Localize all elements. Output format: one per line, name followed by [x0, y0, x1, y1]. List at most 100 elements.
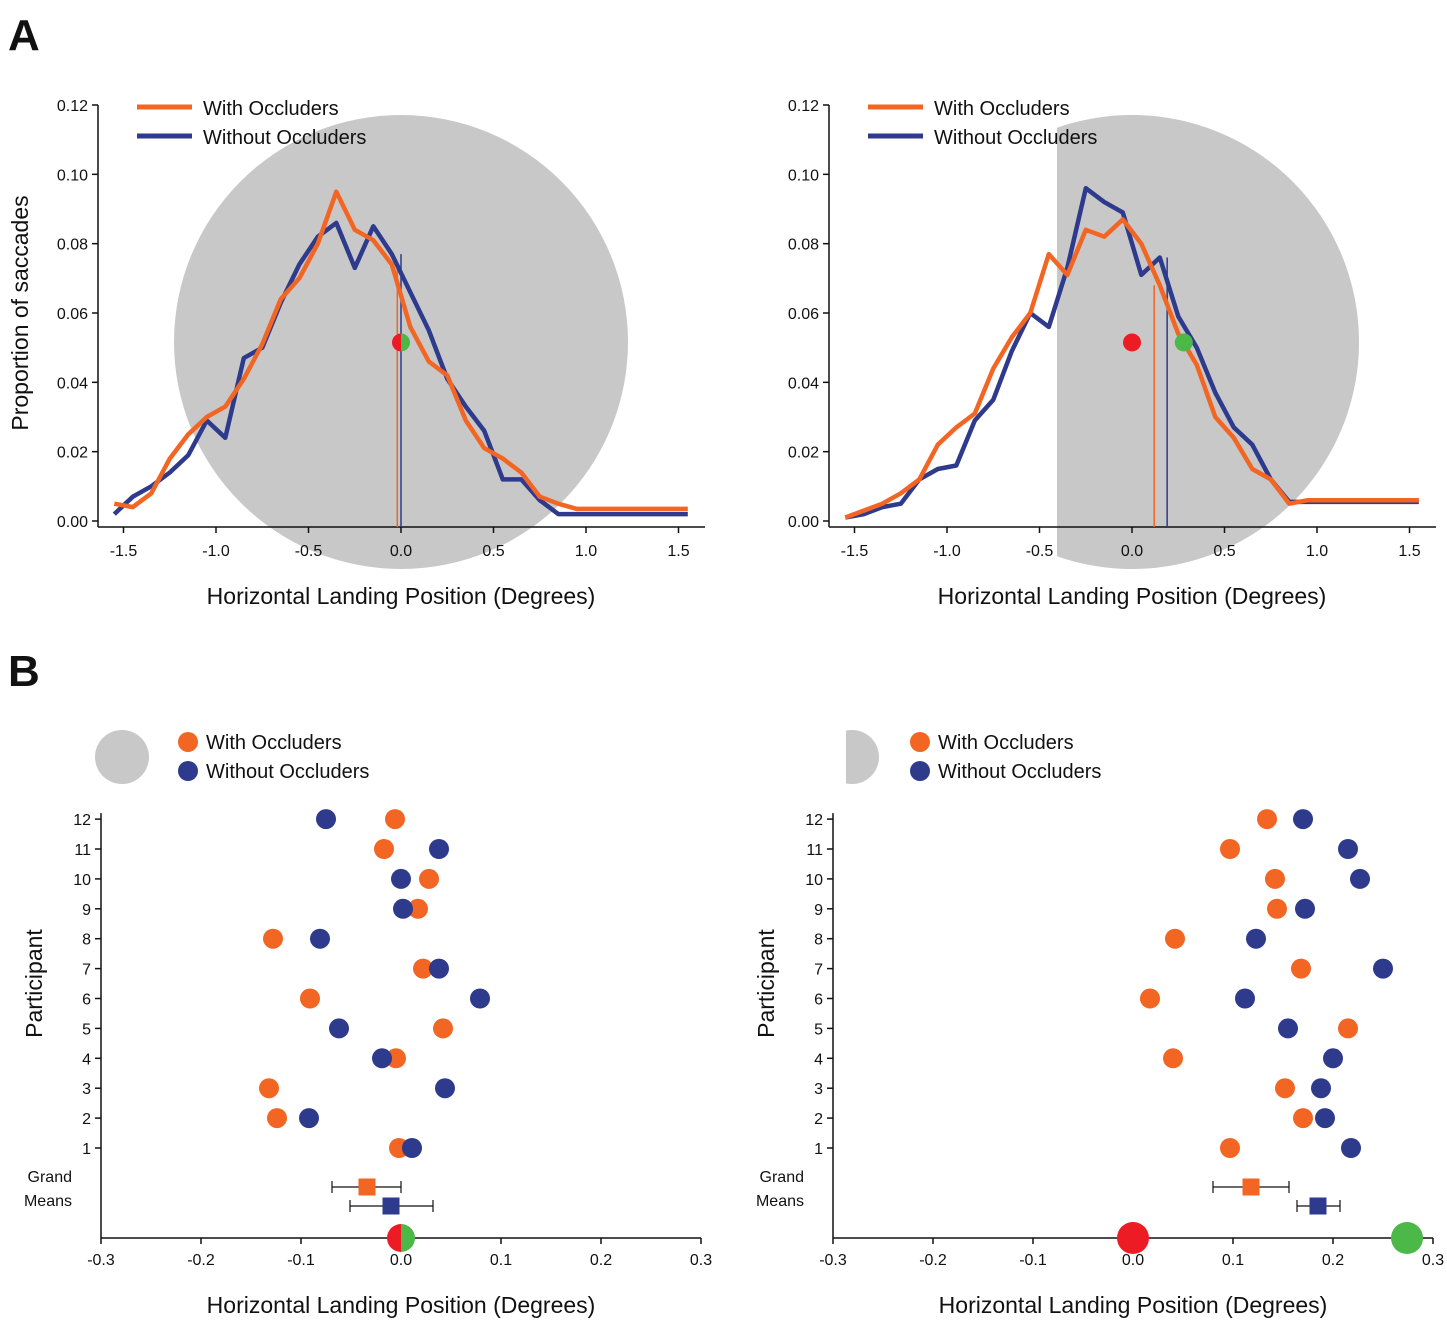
dot-with-occluders — [1338, 1018, 1358, 1039]
grand-means-label-line-2: Means — [756, 1193, 804, 1210]
legend-label-with: With Occluders — [934, 98, 1070, 120]
x-tick-label: 0.5 — [1213, 543, 1235, 560]
chart-a-half-occluder: 0.00 0.02 0.04 0.06 0.08 0.10 0.12 -1.5 -1.0 -0.5… — [788, 98, 1436, 609]
y-tick-label: 0.06 — [57, 306, 88, 323]
x-tick-label: -1.0 — [933, 543, 961, 560]
dot-without-occluders — [299, 1108, 319, 1129]
x-axis-title: Horizontal Landing Position (Degrees) — [207, 583, 596, 609]
y-tick-label: 8 — [814, 932, 823, 949]
x-tick-label: -0.2 — [187, 1252, 215, 1269]
y-tick-label: 11 — [74, 842, 91, 859]
y-tick-label: 0.08 — [788, 237, 819, 254]
chart-a-full-occluder: 0.00 0.02 0.04 0.06 0.08 0.10 0.12 -1.5 -1.0 -0.5… — [7, 98, 705, 609]
x-tick-label: 0.2 — [1322, 1252, 1344, 1269]
y-tick-label: 0.10 — [57, 167, 88, 184]
dot-with-occluders — [386, 1048, 406, 1069]
dot-without-occluders — [1246, 928, 1266, 949]
y-tick-label: 9 — [82, 902, 91, 919]
dot-without-occluders — [402, 1138, 422, 1158]
y-tick-label: 0.08 — [57, 237, 88, 254]
x-tick-label: 1.0 — [575, 543, 597, 560]
dot-without-occluders — [429, 839, 449, 859]
x-tick-label: 0.0 — [390, 543, 412, 560]
grand-mean-without — [382, 1197, 400, 1215]
y-tick-label: 0.12 — [57, 98, 88, 115]
dot-with-occluders — [408, 898, 428, 919]
green-marker — [401, 333, 410, 352]
x-tick-label: -0.3 — [819, 1252, 847, 1269]
x-tick-label: 0.1 — [1222, 1252, 1244, 1269]
x-tick-label: 0.0 — [1121, 543, 1143, 560]
dot-with-occluders — [263, 928, 283, 949]
x-tick-label: 0.3 — [1422, 1252, 1444, 1269]
y-tick-label: 2 — [82, 1111, 91, 1128]
y-tick-label: 0.02 — [57, 445, 88, 462]
y-tick-label: 0.04 — [788, 375, 819, 392]
x-tick-label: 0.2 — [590, 1252, 612, 1269]
occluder-icon-half-circle — [846, 730, 880, 784]
y-tick-label: 0.12 — [788, 98, 819, 115]
dot-with-occluders — [413, 958, 433, 979]
dot-without-occluders — [1341, 1138, 1361, 1158]
grand-means-label-line-1: Grand — [760, 1169, 804, 1186]
dot-with-occluders — [385, 809, 405, 830]
legend-label-with: With Occluders — [938, 732, 1074, 754]
dot-with-occluders — [1291, 958, 1311, 979]
y-tick-label: 1 — [814, 1141, 823, 1158]
x-tick-label: -1.5 — [110, 543, 138, 560]
dot-without-occluders — [1278, 1018, 1298, 1039]
y-tick-label: 8 — [82, 932, 91, 949]
y-tick-label: 10 — [73, 872, 91, 889]
red-marker — [1123, 333, 1141, 352]
x-tick-label: -1.0 — [202, 543, 230, 560]
dot-with-occluders — [419, 868, 439, 889]
dot-without-occluders — [1315, 1108, 1335, 1129]
legend-label-with: With Occluders — [203, 98, 339, 120]
y-tick-label: 0.00 — [788, 514, 819, 531]
y-tick-label: 7 — [814, 962, 823, 979]
dot-without-occluders — [429, 958, 449, 979]
dot-with-occluders — [1220, 1138, 1240, 1158]
x-tick-label: -0.1 — [287, 1252, 315, 1269]
y-tick-label: 3 — [82, 1081, 91, 1098]
dot-without-occluders — [1338, 839, 1358, 859]
series-line-with-occluders — [113, 189, 688, 512]
x-tick-label: -0.5 — [295, 543, 323, 560]
legend-label-without: Without Occluders — [934, 127, 1097, 149]
dot-without-occluders — [316, 809, 336, 830]
legend-dot-without — [910, 761, 930, 781]
red-marker — [1117, 1222, 1149, 1254]
dot-with-occluders — [433, 1018, 453, 1039]
grand-mean-without — [1309, 1197, 1327, 1215]
dot-with-occluders — [1140, 988, 1160, 1009]
grand-mean-with — [1242, 1178, 1260, 1196]
dot-without-occluders — [393, 898, 413, 919]
y-tick-label: 12 — [805, 812, 823, 829]
dot-with-occluders — [1267, 898, 1287, 919]
y-axis-title: Participant — [753, 929, 779, 1038]
y-tick-label: 5 — [82, 1021, 91, 1038]
dot-without-occluders — [435, 1078, 455, 1099]
y-tick-label: 6 — [814, 992, 823, 1009]
legend-label-without: Without Occluders — [938, 761, 1101, 783]
dot-with-occluders — [267, 1108, 287, 1129]
legend-dot-with — [178, 732, 198, 752]
dot-with-occluders — [1275, 1078, 1295, 1099]
y-tick-label: 2 — [814, 1111, 823, 1128]
grand-means-label-line-1: Grand — [28, 1169, 72, 1186]
x-tick-label: -1.5 — [841, 543, 869, 560]
dot-with-occluders — [300, 988, 320, 1009]
green-marker — [401, 1224, 415, 1252]
y-tick-label: 5 — [814, 1021, 823, 1038]
occluder-icon-circle — [95, 730, 149, 784]
dot-with-occluders — [1265, 868, 1285, 889]
y-axis-title: Proportion of saccades — [7, 195, 33, 430]
red-marker — [392, 333, 401, 352]
series-line-with-occluders — [844, 217, 1419, 520]
x-tick-label: 1.0 — [1306, 543, 1328, 560]
legend-dot-with — [910, 732, 930, 752]
y-tick-label: 0.04 — [57, 375, 88, 392]
legend-label-with: With Occluders — [206, 732, 342, 754]
y-tick-label: 9 — [814, 902, 823, 919]
